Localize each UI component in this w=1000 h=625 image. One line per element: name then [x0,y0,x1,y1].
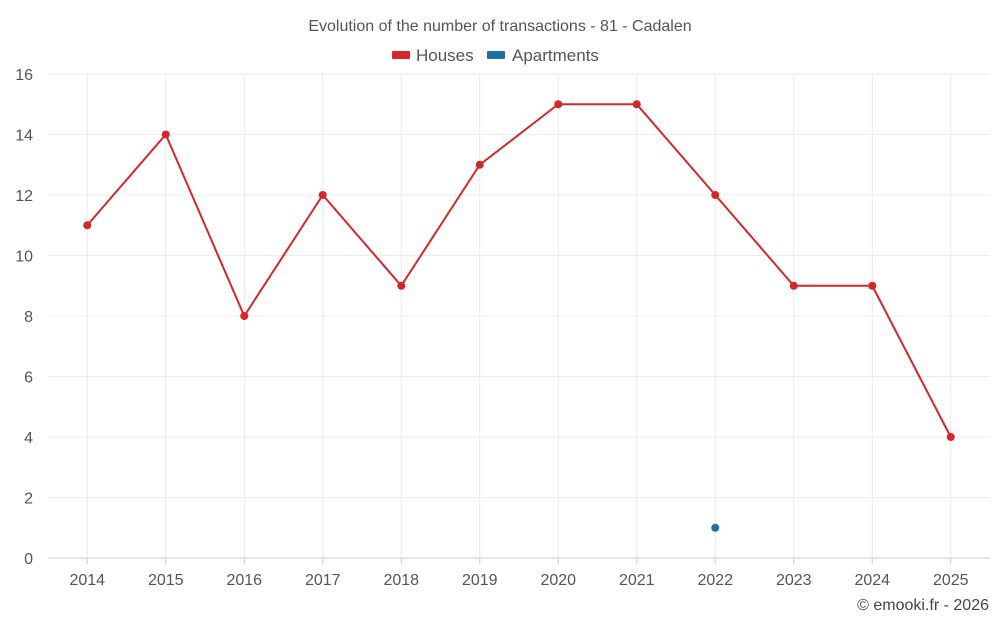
axes [48,557,990,564]
data-point-houses-2015[interactable] [161,130,170,139]
legend-item-apartments[interactable]: Apartments [487,46,599,65]
x-tick-label-2025: 2025 [933,572,969,589]
legend-label-houses: Houses [416,46,474,65]
series-line-houses [86,103,952,438]
y-tick-label-10: 10 [15,249,33,266]
y-axis-ticks: 0 2 4 6 8 10 12 14 16 [15,67,33,568]
legend-swatch-houses [392,51,410,59]
y-tick-label-12: 12 [15,188,33,205]
legend-label-apartments: Apartments [512,46,599,65]
data-point-houses-2018[interactable] [397,281,406,290]
legend: Houses Apartments [392,46,599,65]
data-point-houses-2021[interactable] [632,100,641,109]
data-point-apartments-2022[interactable] [711,523,720,532]
series-lines [86,103,952,438]
data-point-houses-2014[interactable] [83,221,92,230]
x-tick-label-2024: 2024 [854,572,890,589]
legend-swatch-apartments [487,51,505,59]
x-tick-label-2018: 2018 [383,572,419,589]
x-tick-label-2016: 2016 [226,572,262,589]
data-point-houses-2023[interactable] [789,281,798,290]
x-tick-label-2020: 2020 [540,572,576,589]
data-point-houses-2024[interactable] [868,281,877,290]
legend-item-houses[interactable]: Houses [392,46,474,65]
y-tick-label-8: 8 [24,309,33,326]
y-tick-label-4: 4 [24,430,33,447]
y-tick-label-16: 16 [15,67,33,84]
x-tick-label-2015: 2015 [148,572,184,589]
x-tick-label-2023: 2023 [776,572,812,589]
y-tick-label-6: 6 [24,370,33,387]
y-tick-label-0: 0 [24,551,33,568]
y-tick-label-2: 2 [24,491,33,508]
data-points [83,100,955,532]
chart-credit: © emooki.fr - 2026 [857,597,989,614]
gridlines [48,73,990,558]
x-tick-label-2017: 2017 [305,572,341,589]
data-point-houses-2020[interactable] [554,100,563,109]
x-tick-label-2014: 2014 [69,572,105,589]
chart-title: Evolution of the number of transactions … [308,18,691,35]
data-point-houses-2017[interactable] [318,191,327,199]
x-tick-label-2019: 2019 [462,572,498,589]
x-tick-label-2021: 2021 [619,572,655,589]
data-point-houses-2019[interactable] [475,160,484,169]
y-tick-label-14: 14 [15,128,33,145]
data-point-houses-2022[interactable] [711,191,720,199]
data-point-houses-2016[interactable] [240,312,249,320]
data-point-houses-2025[interactable] [946,433,955,441]
x-tick-label-2022: 2022 [697,572,733,589]
x-axis-ticks: 2014 2015 2016 2017 2018 2019 2020 2021 2022 2023… [69,572,968,589]
